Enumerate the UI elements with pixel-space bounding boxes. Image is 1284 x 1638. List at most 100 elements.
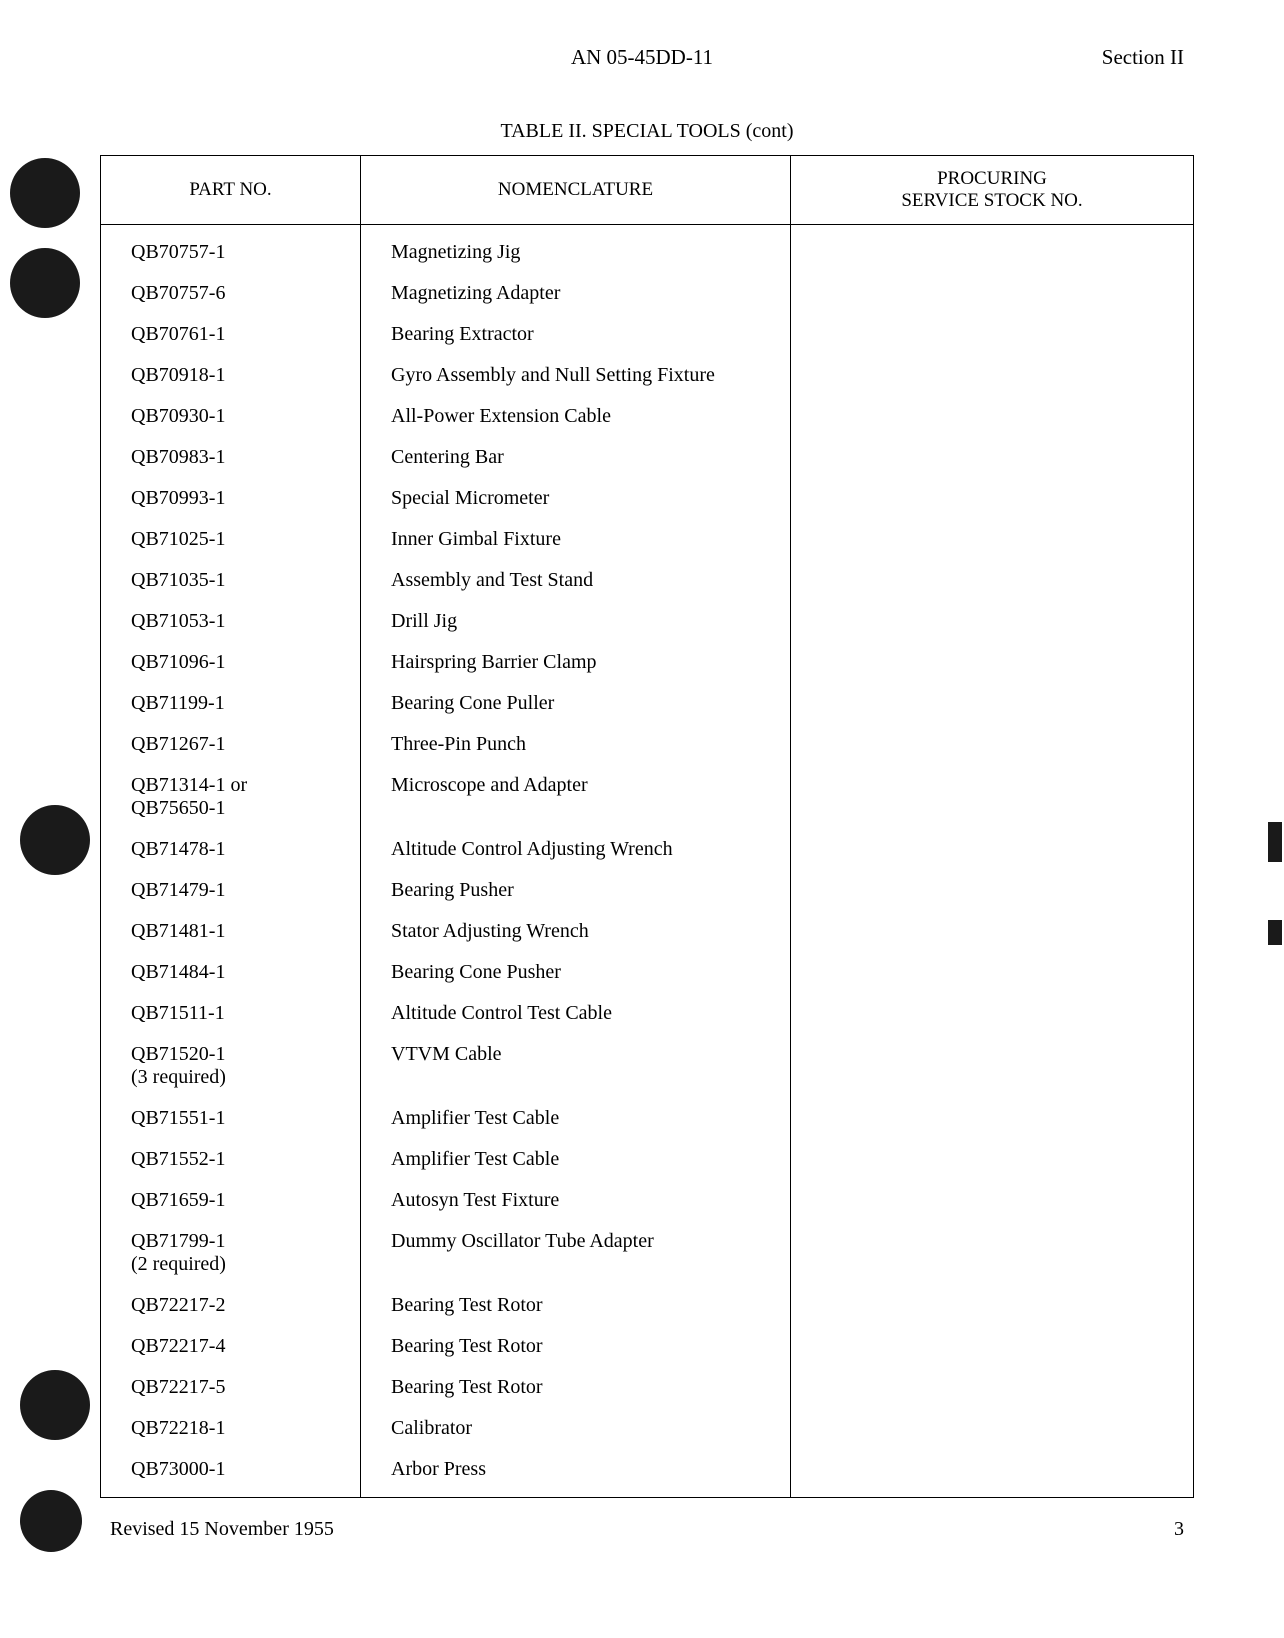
cell-part-no: QB71096-1 bbox=[101, 642, 361, 683]
cell-part-no-sub: (2 required) bbox=[131, 1253, 330, 1276]
cell-part-no: QB70930-1 bbox=[101, 396, 361, 437]
punch-hole bbox=[10, 248, 80, 318]
cell-part-no: QB71484-1 bbox=[101, 952, 361, 993]
table-row: QB71552-1Amplifier Test Cable bbox=[101, 1139, 1194, 1180]
table-row: QB71479-1Bearing Pusher bbox=[101, 870, 1194, 911]
page-number: 3 bbox=[1174, 1518, 1184, 1541]
document-number: AN 05-45DD-11 bbox=[571, 45, 713, 70]
table-row: QB71025-1Inner Gimbal Fixture bbox=[101, 519, 1194, 560]
table-row: QB71478-1Altitude Control Adjusting Wren… bbox=[101, 829, 1194, 870]
cell-part-no: QB70918-1 bbox=[101, 355, 361, 396]
table-row: QB71511-1Altitude Control Test Cable bbox=[101, 993, 1194, 1034]
cell-stock-no bbox=[791, 225, 1194, 274]
cell-nomenclature: Altitude Control Test Cable bbox=[361, 993, 791, 1034]
procuring-line-1: PROCURING bbox=[937, 168, 1047, 189]
cell-nomenclature: Microscope and Adapter bbox=[361, 765, 791, 829]
cell-stock-no bbox=[791, 829, 1194, 870]
cell-nomenclature: Assembly and Test Stand bbox=[361, 560, 791, 601]
table-row: QB72217-2Bearing Test Rotor bbox=[101, 1285, 1194, 1326]
table-row: QB70993-1Special Micrometer bbox=[101, 478, 1194, 519]
cell-stock-no bbox=[791, 952, 1194, 993]
table-row: QB73000-1Arbor Press bbox=[101, 1449, 1194, 1498]
cell-nomenclature: Bearing Cone Pusher bbox=[361, 952, 791, 993]
table-row: QB71551-1Amplifier Test Cable bbox=[101, 1098, 1194, 1139]
cell-part-no-sub: (3 required) bbox=[131, 1066, 330, 1089]
cell-nomenclature: Magnetizing Adapter bbox=[361, 273, 791, 314]
cell-part-no: QB73000-1 bbox=[101, 1449, 361, 1498]
edge-mark bbox=[1268, 920, 1282, 945]
cell-stock-no bbox=[791, 396, 1194, 437]
punch-hole bbox=[10, 158, 80, 228]
cell-stock-no bbox=[791, 1326, 1194, 1367]
cell-stock-no bbox=[791, 1221, 1194, 1285]
procuring-line-2: SERVICE STOCK NO. bbox=[901, 190, 1082, 211]
cell-nomenclature: All-Power Extension Cable bbox=[361, 396, 791, 437]
cell-nomenclature: Centering Bar bbox=[361, 437, 791, 478]
table-row: QB72218-1Calibrator bbox=[101, 1408, 1194, 1449]
cell-nomenclature: Gyro Assembly and Null Setting Fixture bbox=[361, 355, 791, 396]
table-row: QB71199-1Bearing Cone Puller bbox=[101, 683, 1194, 724]
cell-stock-no bbox=[791, 1408, 1194, 1449]
cell-nomenclature: Autosyn Test Fixture bbox=[361, 1180, 791, 1221]
punch-hole bbox=[20, 1490, 82, 1552]
table-row: QB70930-1All-Power Extension Cable bbox=[101, 396, 1194, 437]
cell-stock-no bbox=[791, 478, 1194, 519]
edge-mark bbox=[1268, 822, 1282, 862]
cell-part-no: QB72217-2 bbox=[101, 1285, 361, 1326]
cell-part-no: QB70757-1 bbox=[101, 225, 361, 274]
cell-stock-no bbox=[791, 870, 1194, 911]
cell-stock-no bbox=[791, 724, 1194, 765]
cell-part-no: QB71025-1 bbox=[101, 519, 361, 560]
table-row: QB71659-1Autosyn Test Fixture bbox=[101, 1180, 1194, 1221]
cell-stock-no bbox=[791, 642, 1194, 683]
cell-nomenclature: Bearing Test Rotor bbox=[361, 1326, 791, 1367]
table-row: QB71799-1(2 required)Dummy Oscillator Tu… bbox=[101, 1221, 1194, 1285]
table-row: QB70761-1Bearing Extractor bbox=[101, 314, 1194, 355]
table-row: QB72217-5Bearing Test Rotor bbox=[101, 1367, 1194, 1408]
cell-part-no: QB72217-5 bbox=[101, 1367, 361, 1408]
cell-part-no: QB71267-1 bbox=[101, 724, 361, 765]
cell-stock-no bbox=[791, 519, 1194, 560]
table-row: QB71267-1Three-Pin Punch bbox=[101, 724, 1194, 765]
table-row: QB71481-1Stator Adjusting Wrench bbox=[101, 911, 1194, 952]
table-row: QB71520-1(3 required)VTVM Cable bbox=[101, 1034, 1194, 1098]
table-row: QB71053-1Drill Jig bbox=[101, 601, 1194, 642]
table-row: QB71035-1Assembly and Test Stand bbox=[101, 560, 1194, 601]
cell-part-no: QB71053-1 bbox=[101, 601, 361, 642]
table-row: QB70757-1Magnetizing Jig bbox=[101, 225, 1194, 274]
cell-part-no: QB71552-1 bbox=[101, 1139, 361, 1180]
table-header-row: PART NO. NOMENCLATURE PROCURING SERVICE … bbox=[101, 156, 1194, 225]
page-footer: Revised 15 November 1955 3 bbox=[100, 1518, 1194, 1541]
column-header-part-no: PART NO. bbox=[101, 156, 361, 225]
cell-part-no: QB71551-1 bbox=[101, 1098, 361, 1139]
cell-nomenclature: Altitude Control Adjusting Wrench bbox=[361, 829, 791, 870]
cell-nomenclature: Amplifier Test Cable bbox=[361, 1139, 791, 1180]
cell-nomenclature: Bearing Test Rotor bbox=[361, 1367, 791, 1408]
cell-nomenclature: Bearing Pusher bbox=[361, 870, 791, 911]
cell-nomenclature: Bearing Cone Puller bbox=[361, 683, 791, 724]
special-tools-table: PART NO. NOMENCLATURE PROCURING SERVICE … bbox=[100, 155, 1194, 1498]
cell-part-no: QB71035-1 bbox=[101, 560, 361, 601]
section-label: Section II bbox=[1102, 45, 1184, 70]
cell-nomenclature: Stator Adjusting Wrench bbox=[361, 911, 791, 952]
cell-stock-no bbox=[791, 1449, 1194, 1498]
cell-stock-no bbox=[791, 273, 1194, 314]
cell-stock-no bbox=[791, 1098, 1194, 1139]
cell-part-no: QB72217-4 bbox=[101, 1326, 361, 1367]
cell-part-no: QB71511-1 bbox=[101, 993, 361, 1034]
table-row: QB72217-4Bearing Test Rotor bbox=[101, 1326, 1194, 1367]
cell-stock-no bbox=[791, 1367, 1194, 1408]
cell-part-no: QB70761-1 bbox=[101, 314, 361, 355]
cell-stock-no bbox=[791, 1139, 1194, 1180]
table-title: TABLE II. SPECIAL TOOLS (cont) bbox=[100, 120, 1194, 143]
cell-nomenclature: Hairspring Barrier Clamp bbox=[361, 642, 791, 683]
cell-stock-no bbox=[791, 601, 1194, 642]
cell-part-no: QB71659-1 bbox=[101, 1180, 361, 1221]
cell-nomenclature: Amplifier Test Cable bbox=[361, 1098, 791, 1139]
cell-stock-no bbox=[791, 911, 1194, 952]
cell-stock-no bbox=[791, 437, 1194, 478]
cell-stock-no bbox=[791, 1285, 1194, 1326]
cell-stock-no bbox=[791, 993, 1194, 1034]
table-row: QB70757-6Magnetizing Adapter bbox=[101, 273, 1194, 314]
cell-nomenclature: Special Micrometer bbox=[361, 478, 791, 519]
